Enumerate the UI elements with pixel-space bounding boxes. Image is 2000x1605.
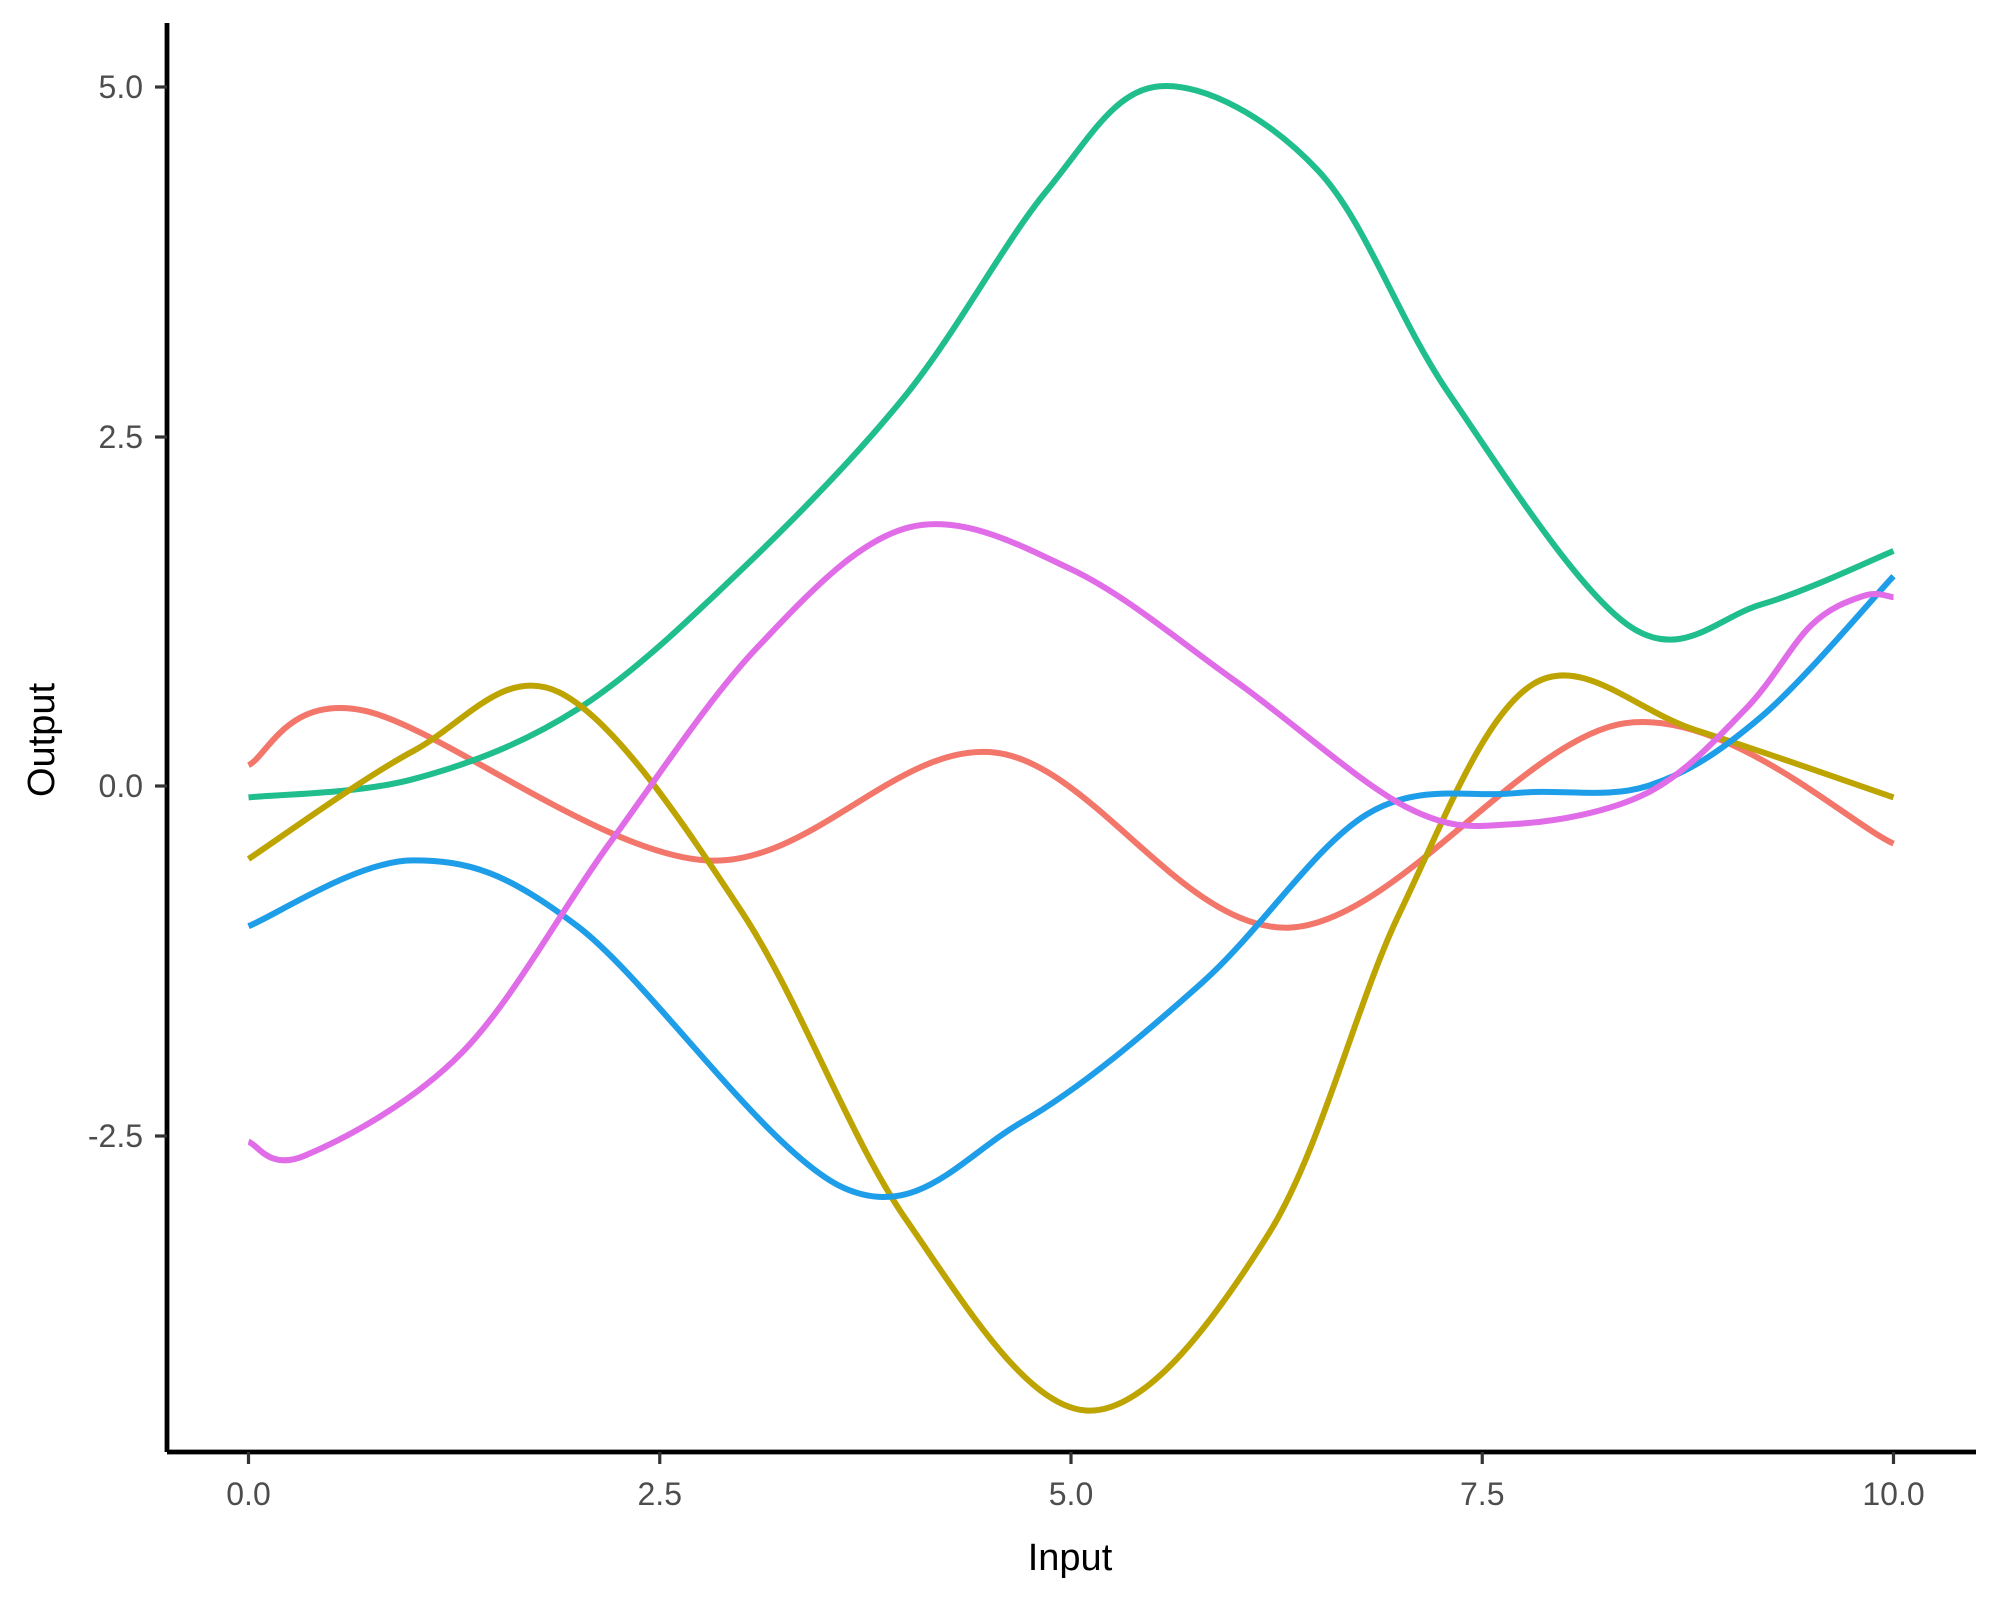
svg-text:7.5: 7.5 [1460,1476,1504,1512]
svg-text:5.0: 5.0 [99,69,143,105]
svg-text:Input: Input [1028,1537,1113,1579]
svg-text:10.0: 10.0 [1862,1476,1924,1512]
svg-text:0.0: 0.0 [226,1476,270,1512]
svg-text:Output: Output [21,683,63,798]
svg-text:2.5: 2.5 [99,419,143,455]
svg-text:-2.5: -2.5 [88,1118,143,1154]
svg-text:5.0: 5.0 [1049,1476,1093,1512]
svg-text:0.0: 0.0 [99,768,143,804]
svg-text:2.5: 2.5 [638,1476,682,1512]
